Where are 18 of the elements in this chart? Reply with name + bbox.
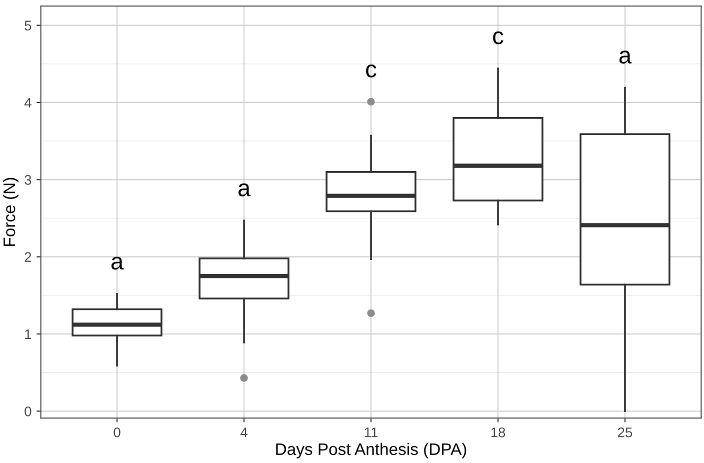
x-tick-label: 0	[114, 427, 120, 438]
y-tick-label: 4	[24, 98, 32, 108]
y-tick-label: 2	[24, 252, 32, 262]
x-axis-title: Days Post Anthesis (DPA)	[276, 442, 466, 458]
x-tick-label: 11	[364, 428, 378, 438]
y-tick-label: 5	[24, 20, 32, 30]
y-tick-label: 1	[25, 329, 32, 340]
y-tick-label: 0	[24, 406, 32, 416]
annotation: a	[111, 256, 124, 270]
annotation: c	[493, 31, 504, 44]
y-tick-label: 3	[24, 174, 32, 185]
x-tick-label: 4	[240, 428, 248, 438]
x-tick-label: 25	[618, 427, 632, 438]
x-tick-label: 18	[491, 427, 506, 438]
annotation: c	[366, 64, 376, 78]
annotation: a	[238, 183, 251, 196]
y-axis-title: Force (N)	[2, 178, 19, 246]
annotation: a	[619, 50, 632, 64]
